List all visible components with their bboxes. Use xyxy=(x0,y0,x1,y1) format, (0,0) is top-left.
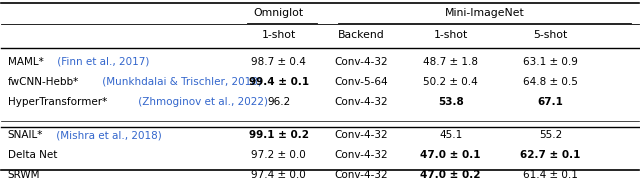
Text: 50.2 ± 0.4: 50.2 ± 0.4 xyxy=(423,77,478,87)
Text: 61.4 ± 0.1: 61.4 ± 0.1 xyxy=(524,170,578,180)
Text: fwCNN-Hebb*: fwCNN-Hebb* xyxy=(8,77,79,87)
Text: 67.1: 67.1 xyxy=(538,97,564,107)
Text: 99.4 ± 0.1: 99.4 ± 0.1 xyxy=(248,77,308,87)
Text: 45.1: 45.1 xyxy=(439,130,462,140)
Text: 53.8: 53.8 xyxy=(438,97,463,107)
Text: 1-shot: 1-shot xyxy=(262,30,296,40)
Text: Backend: Backend xyxy=(338,30,385,40)
Text: 55.2: 55.2 xyxy=(539,130,563,140)
Text: (Mishra et al., 2018): (Mishra et al., 2018) xyxy=(53,130,162,140)
Text: 97.2 ± 0.0: 97.2 ± 0.0 xyxy=(252,150,306,160)
Text: 1-shot: 1-shot xyxy=(433,30,468,40)
Text: SRWM: SRWM xyxy=(8,170,40,180)
Text: HyperTransformer*: HyperTransformer* xyxy=(8,97,107,107)
Text: Conv-4-32: Conv-4-32 xyxy=(335,130,388,140)
Text: 5-shot: 5-shot xyxy=(534,30,568,40)
Text: (Finn et al., 2017): (Finn et al., 2017) xyxy=(54,57,149,67)
Text: Conv-4-32: Conv-4-32 xyxy=(335,97,388,107)
Text: Conv-4-32: Conv-4-32 xyxy=(335,57,388,67)
Text: Conv-4-32: Conv-4-32 xyxy=(335,150,388,160)
Text: SNAIL*: SNAIL* xyxy=(8,130,43,140)
Text: 64.8 ± 0.5: 64.8 ± 0.5 xyxy=(524,77,578,87)
Text: Conv-5-64: Conv-5-64 xyxy=(335,77,388,87)
Text: 63.1 ± 0.9: 63.1 ± 0.9 xyxy=(524,57,578,67)
Text: Omniglot: Omniglot xyxy=(253,8,303,18)
Text: (Zhmoginov et al., 2022): (Zhmoginov et al., 2022) xyxy=(135,97,268,107)
Text: Delta Net: Delta Net xyxy=(8,150,57,160)
Text: 47.0 ± 0.1: 47.0 ± 0.1 xyxy=(420,150,481,160)
Text: 47.0 ± 0.2: 47.0 ± 0.2 xyxy=(420,170,481,180)
Text: (Munkhdalai & Trischler, 2018): (Munkhdalai & Trischler, 2018) xyxy=(99,77,262,87)
Text: 96.2: 96.2 xyxy=(267,97,290,107)
Text: 98.7 ± 0.4: 98.7 ± 0.4 xyxy=(251,57,306,67)
Text: 97.4 ± 0.0: 97.4 ± 0.0 xyxy=(252,170,306,180)
Text: MAML*: MAML* xyxy=(8,57,44,67)
Text: 48.7 ± 1.8: 48.7 ± 1.8 xyxy=(423,57,478,67)
Text: Mini-ImageNet: Mini-ImageNet xyxy=(445,8,524,18)
Text: Conv-4-32: Conv-4-32 xyxy=(335,170,388,180)
Text: 99.1 ± 0.2: 99.1 ± 0.2 xyxy=(248,130,308,140)
Text: 62.7 ± 0.1: 62.7 ± 0.1 xyxy=(520,150,581,160)
